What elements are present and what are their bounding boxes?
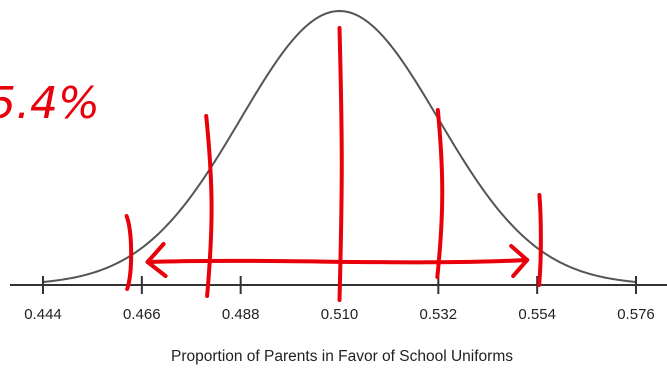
red-vertical-mark [435,108,445,279]
x-tick-label: 0.532 [420,306,458,323]
red-arrow-head-right [509,244,530,278]
red-vertical-mark [337,26,344,302]
handwritten-annotations [124,26,543,302]
x-tick-label: 0.444 [24,306,62,323]
normal-curve [42,9,637,283]
x-tick-label: 0.488 [222,306,260,323]
red-vertical-mark [537,193,543,287]
x-tick-label: 0.576 [617,306,655,323]
red-vertical-mark [124,214,134,291]
x-tick-label: 0.554 [518,306,556,323]
x-tick-label: 0.466 [123,306,161,323]
x-tick-label: 0.510 [321,306,359,323]
red-vertical-mark [204,114,214,298]
x-axis-title: Proportion of Parents in Favor of School… [171,348,513,365]
red-interval-arrow-line [145,258,530,265]
handwritten-percent-annotation: 5.4% [0,78,100,129]
red-arrow-head-left [145,242,168,278]
x-axis-ticks: 0.444 0.466 0.488 0.510 0.532 0.554 0.576 [24,276,655,323]
